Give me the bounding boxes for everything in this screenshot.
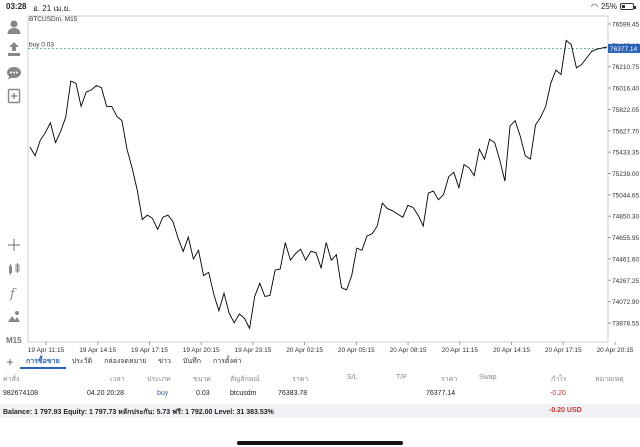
- row-price-current: 76377.14: [426, 390, 456, 397]
- y-tick-label: 76016.40: [612, 86, 639, 93]
- y-tick-label: 75433.35: [612, 150, 639, 157]
- y-tick-label: 75239.00: [612, 171, 639, 178]
- status-bar: 03:28 อ. 21 เม.ย. ◠ 25%: [0, 0, 640, 14]
- tab-mailbox[interactable]: กล่องจดหมาย: [104, 358, 147, 365]
- col-profit: กำไร: [551, 376, 567, 383]
- tab-settings[interactable]: การตั้งค่า: [212, 358, 242, 365]
- order-line-label: buy 0.03: [29, 41, 54, 48]
- row-price: 76383.78: [278, 390, 308, 397]
- account-icon[interactable]: [5, 18, 23, 36]
- chart-svg[interactable]: 76599.4576405.1076210.7576016.4075822.05…: [0, 14, 640, 356]
- left-toolbar: f M15: [0, 14, 28, 345]
- col-symbol: สัญลักษณ์: [230, 376, 260, 383]
- x-tick-label: 19 Apr 20:15: [183, 347, 220, 354]
- chat-icon[interactable]: [5, 64, 23, 82]
- x-tick-label: 19 Apr 11:15: [28, 347, 65, 354]
- y-tick-label: 75627.70: [612, 128, 639, 135]
- row-profit: -0.20: [550, 390, 566, 397]
- y-tick-label: 75044.65: [612, 192, 639, 199]
- battery-icon: [620, 3, 636, 10]
- svg-text:f: f: [9, 287, 17, 301]
- y-tick-label: 74267.25: [612, 278, 639, 285]
- col-type: ประเภท: [147, 376, 171, 383]
- x-tick-label: 20 Apr 08:15: [390, 347, 427, 354]
- col-comment: หมายเหตุ: [595, 376, 624, 383]
- y-tick-label: 74850.30: [612, 214, 639, 221]
- col-price-current: ราคา: [441, 376, 458, 383]
- table-row[interactable]: 982674108 04.20 20:28 buy 0.03 btcusdm 7…: [0, 388, 640, 402]
- y-tick-label: 76210.75: [612, 64, 639, 71]
- trade-order-icon[interactable]: [5, 40, 23, 58]
- balance-pl: -0.20 USD: [549, 407, 582, 414]
- tab-news[interactable]: ข่าว: [158, 358, 171, 365]
- col-size: ขนาด: [193, 376, 212, 383]
- x-tick-label: 20 Apr 14:15: [493, 347, 530, 354]
- col-time: เวลา: [110, 376, 125, 383]
- x-tick-label: 20 Apr 02:15: [286, 347, 323, 354]
- x-tick-label: 20 Apr 20:15: [597, 347, 634, 354]
- bottom-tabs: + การซื้อขาย ประวัติ กล่องจดหมาย ข่าว บั…: [0, 354, 640, 370]
- col-sl: S/L: [347, 374, 358, 381]
- timeframe-label[interactable]: M15: [6, 336, 22, 345]
- objects-icon[interactable]: [5, 308, 23, 326]
- col-tp: T/P: [396, 374, 407, 381]
- chart-symbol-label: BTCUSDm, M15: [29, 16, 78, 23]
- y-tick-label: 74072.90: [612, 299, 639, 306]
- battery-percent: 25%: [600, 2, 617, 11]
- crosshair-icon[interactable]: [5, 236, 23, 254]
- tab-trade[interactable]: การซื้อขาย: [20, 355, 66, 369]
- new-chart-icon[interactable]: [5, 87, 23, 105]
- balance-bar: Balance: 1 797.93 Equity: 1 797.73 หลักป…: [0, 404, 640, 418]
- x-tick-label: 19 Apr 17:15: [131, 347, 168, 354]
- col-swap: Swap: [479, 374, 497, 381]
- x-tick-label: 19 Apr 23:15: [234, 347, 271, 354]
- balance-text: Balance: 1 797.93 Equity: 1 797.73 หลักป…: [3, 409, 274, 416]
- row-type: buy: [157, 390, 169, 397]
- status-time: 03:28: [6, 2, 27, 11]
- current-price-label: 76377.14: [610, 46, 637, 53]
- col-price: ราคา: [292, 376, 309, 383]
- x-tick-label: 20 Apr 17:15: [545, 347, 582, 354]
- x-tick-label: 20 Apr 05:15: [338, 347, 375, 354]
- col-ticket: ค่าสั่ง: [3, 376, 20, 383]
- row-ticket: 982674108: [3, 390, 39, 397]
- indicators-icon[interactable]: [5, 260, 23, 278]
- y-tick-label: 74655.95: [612, 235, 639, 242]
- status-right: ◠ 25%: [591, 2, 636, 11]
- y-tick-label: 75822.05: [612, 107, 639, 114]
- add-tab-icon[interactable]: +: [6, 355, 14, 369]
- row-size: 0.03: [196, 390, 210, 397]
- positions-table-header: ค่าสั่ง เวลา ประเภท ขนาด สัญลักษณ์ ราคา …: [0, 372, 640, 386]
- price-line: [29, 39, 608, 330]
- y-tick-label: 74461.60: [612, 256, 639, 263]
- function-icon[interactable]: f: [5, 284, 23, 302]
- y-tick-label: 73878.55: [612, 321, 639, 328]
- tab-history[interactable]: ประวัติ: [71, 358, 93, 365]
- home-indicator: [237, 441, 403, 445]
- tab-journal[interactable]: บันทึก: [182, 358, 201, 365]
- row-symbol: btcusdm: [230, 390, 257, 397]
- price-chart[interactable]: 76599.4576405.1076210.7576016.4075822.05…: [0, 14, 640, 356]
- chart-frame: [27, 15, 609, 343]
- wifi-icon: ◠: [591, 2, 598, 11]
- x-tick-label: 20 Apr 11:15: [442, 347, 479, 354]
- row-time: 04.20 20:28: [87, 390, 124, 397]
- x-tick-label: 19 Apr 14:15: [79, 347, 116, 354]
- status-date: อ. 21 เม.ย.: [33, 4, 71, 13]
- current-price-tag: [608, 43, 640, 53]
- y-tick-label: 76599.45: [612, 22, 639, 29]
